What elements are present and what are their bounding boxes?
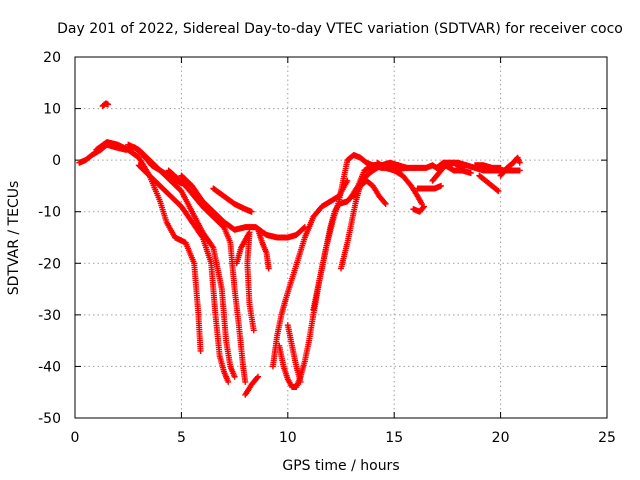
data-point (265, 265, 272, 272)
y-tick-label: 20 (43, 50, 61, 66)
data-point (438, 182, 445, 189)
series-arc-3 (93, 139, 204, 354)
series-arc-23 (433, 162, 474, 177)
data-point (497, 164, 504, 171)
series-arc-5 (135, 162, 232, 385)
data-point (104, 101, 111, 108)
y-tick-label: 0 (52, 153, 61, 169)
data-point (516, 167, 523, 174)
data-points (76, 100, 523, 398)
data-point (250, 327, 257, 334)
chart-title: Day 201 of 2022, Sidereal Day-to-day VTE… (57, 21, 623, 37)
series-arc-2 (99, 100, 111, 109)
x-tick-label: 15 (385, 430, 403, 446)
data-point (242, 378, 249, 385)
data-point (231, 373, 238, 380)
series-arc-17 (350, 177, 389, 207)
data-point (495, 188, 502, 195)
series-arc-20 (410, 203, 427, 215)
data-point (209, 243, 216, 250)
data-point (420, 203, 427, 210)
series-arc-26 (497, 154, 523, 179)
series-arc-24 (444, 159, 466, 171)
data-point (198, 233, 205, 240)
y-tick-label: -10 (38, 205, 61, 221)
grid-lines (75, 57, 607, 418)
series-arc-9 (233, 229, 257, 334)
y-tick-label: -30 (38, 308, 61, 324)
y-tick-label: -40 (38, 359, 61, 375)
data-point (382, 200, 389, 207)
series-arc-18 (374, 159, 425, 207)
data-point (225, 378, 232, 385)
y-axis-label: SDTVAR / TECUs (6, 181, 22, 296)
x-tick-label: 10 (279, 430, 297, 446)
series-arc-14 (284, 322, 304, 385)
x-tick-label: 20 (492, 430, 510, 446)
data-point (420, 204, 427, 211)
data-point (248, 208, 255, 215)
x-tick-label: 25 (598, 430, 616, 446)
series-arc-8 (210, 185, 255, 215)
data-point (467, 170, 474, 177)
data-point (297, 378, 304, 385)
data-point (459, 164, 466, 171)
x-tick-label: 5 (177, 430, 186, 446)
y-tick-label: -20 (38, 256, 61, 272)
data-point (494, 187, 501, 194)
y-tick-label: 10 (43, 102, 61, 118)
data-point (197, 347, 204, 354)
plot-frame (74, 56, 608, 419)
series-arc-10 (255, 226, 272, 272)
data-point (381, 199, 388, 206)
y-tick-label: -50 (38, 411, 61, 427)
series-arc-27 (472, 162, 504, 171)
series-arc-16 (338, 159, 402, 272)
x-tick-label: 0 (71, 430, 80, 446)
series-arc-21 (414, 182, 445, 192)
series-arc-4 (125, 141, 238, 380)
data-point (516, 159, 523, 166)
data-point (255, 373, 262, 380)
data-point (254, 374, 261, 381)
series-arc-7 (178, 172, 308, 241)
series-arc-11 (242, 373, 262, 398)
x-axis-label: GPS time / hours (282, 458, 399, 474)
series-arc-25 (476, 172, 502, 195)
series-arc-15 (310, 162, 398, 313)
series-arc-6 (165, 167, 249, 385)
data-point (301, 224, 308, 231)
